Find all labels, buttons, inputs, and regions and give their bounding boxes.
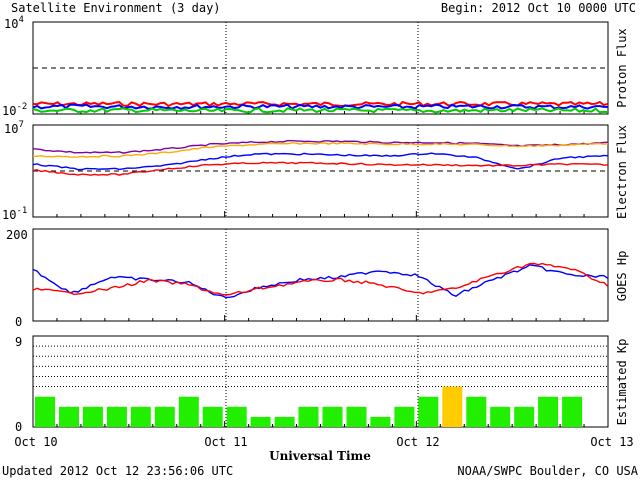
kp-bar-6	[179, 397, 199, 427]
kp-bar-7	[203, 407, 223, 427]
x-tick-label-0: Oct 10	[14, 435, 57, 449]
kp-ytick-bottom: 0	[15, 420, 22, 434]
electron-series-1	[33, 143, 608, 157]
kp-ytick-top: 9	[15, 335, 22, 349]
proton-ytick-top: 104	[4, 15, 24, 31]
proton-ylabel: Proton Flux	[615, 28, 629, 107]
x-axis-label: Universal Time	[269, 449, 371, 463]
chart-title: Satellite Environment (3 day)	[11, 1, 221, 15]
kp-bar-18	[466, 397, 486, 427]
kp-bar-12	[323, 407, 343, 427]
kp-bar-0	[35, 397, 55, 427]
x-tick-label-2: Oct 12	[396, 435, 439, 449]
x-tick-label-3: Oct 13	[590, 435, 633, 449]
kp-bar-9	[251, 417, 271, 427]
kp-bar-15	[394, 407, 414, 427]
kp-bar-20	[514, 407, 534, 427]
kp-bar-13	[347, 407, 367, 427]
kp-ylabel: Estimated Kp	[615, 339, 629, 426]
begin-time: Begin: 2012 Oct 10 0000 UTC	[441, 1, 636, 15]
kp-bar-11	[299, 407, 319, 427]
electron-ytick-bottom: 10-1	[2, 206, 27, 222]
kp-bar-22	[562, 397, 582, 427]
kp-bar-5	[155, 407, 175, 427]
kp-bar-17	[442, 387, 462, 427]
kp-bar-16	[418, 397, 438, 427]
kp-bar-3	[107, 407, 127, 427]
x-tick-label-1: Oct 11	[204, 435, 247, 449]
hp-ytick-bottom: 0	[15, 315, 22, 329]
hp-ylabel: GOES Hp	[615, 251, 629, 302]
kp-bar-1	[59, 407, 79, 427]
proton-ytick-bottom: 10-2	[2, 102, 27, 118]
electron-ytick-top: 107	[4, 120, 24, 136]
electron-series-2	[33, 153, 608, 170]
hp-ytick-top: 200	[6, 228, 28, 242]
kp-bar-21	[538, 397, 558, 427]
electron-ylabel: Electron Flux	[615, 125, 629, 219]
kp-bar-19	[490, 407, 510, 427]
kp-bar-4	[131, 407, 151, 427]
updated-time: Updated 2012 Oct 12 23:56:06 UTC	[2, 464, 233, 478]
kp-bar-14	[370, 417, 390, 427]
credit: NOAA/SWPC Boulder, CO USA	[457, 464, 638, 478]
kp-bar-2	[83, 407, 103, 427]
kp-bar-8	[227, 407, 247, 427]
hp-series-1	[33, 263, 608, 294]
hp-panel-frame	[33, 229, 608, 321]
kp-bar-10	[275, 417, 295, 427]
